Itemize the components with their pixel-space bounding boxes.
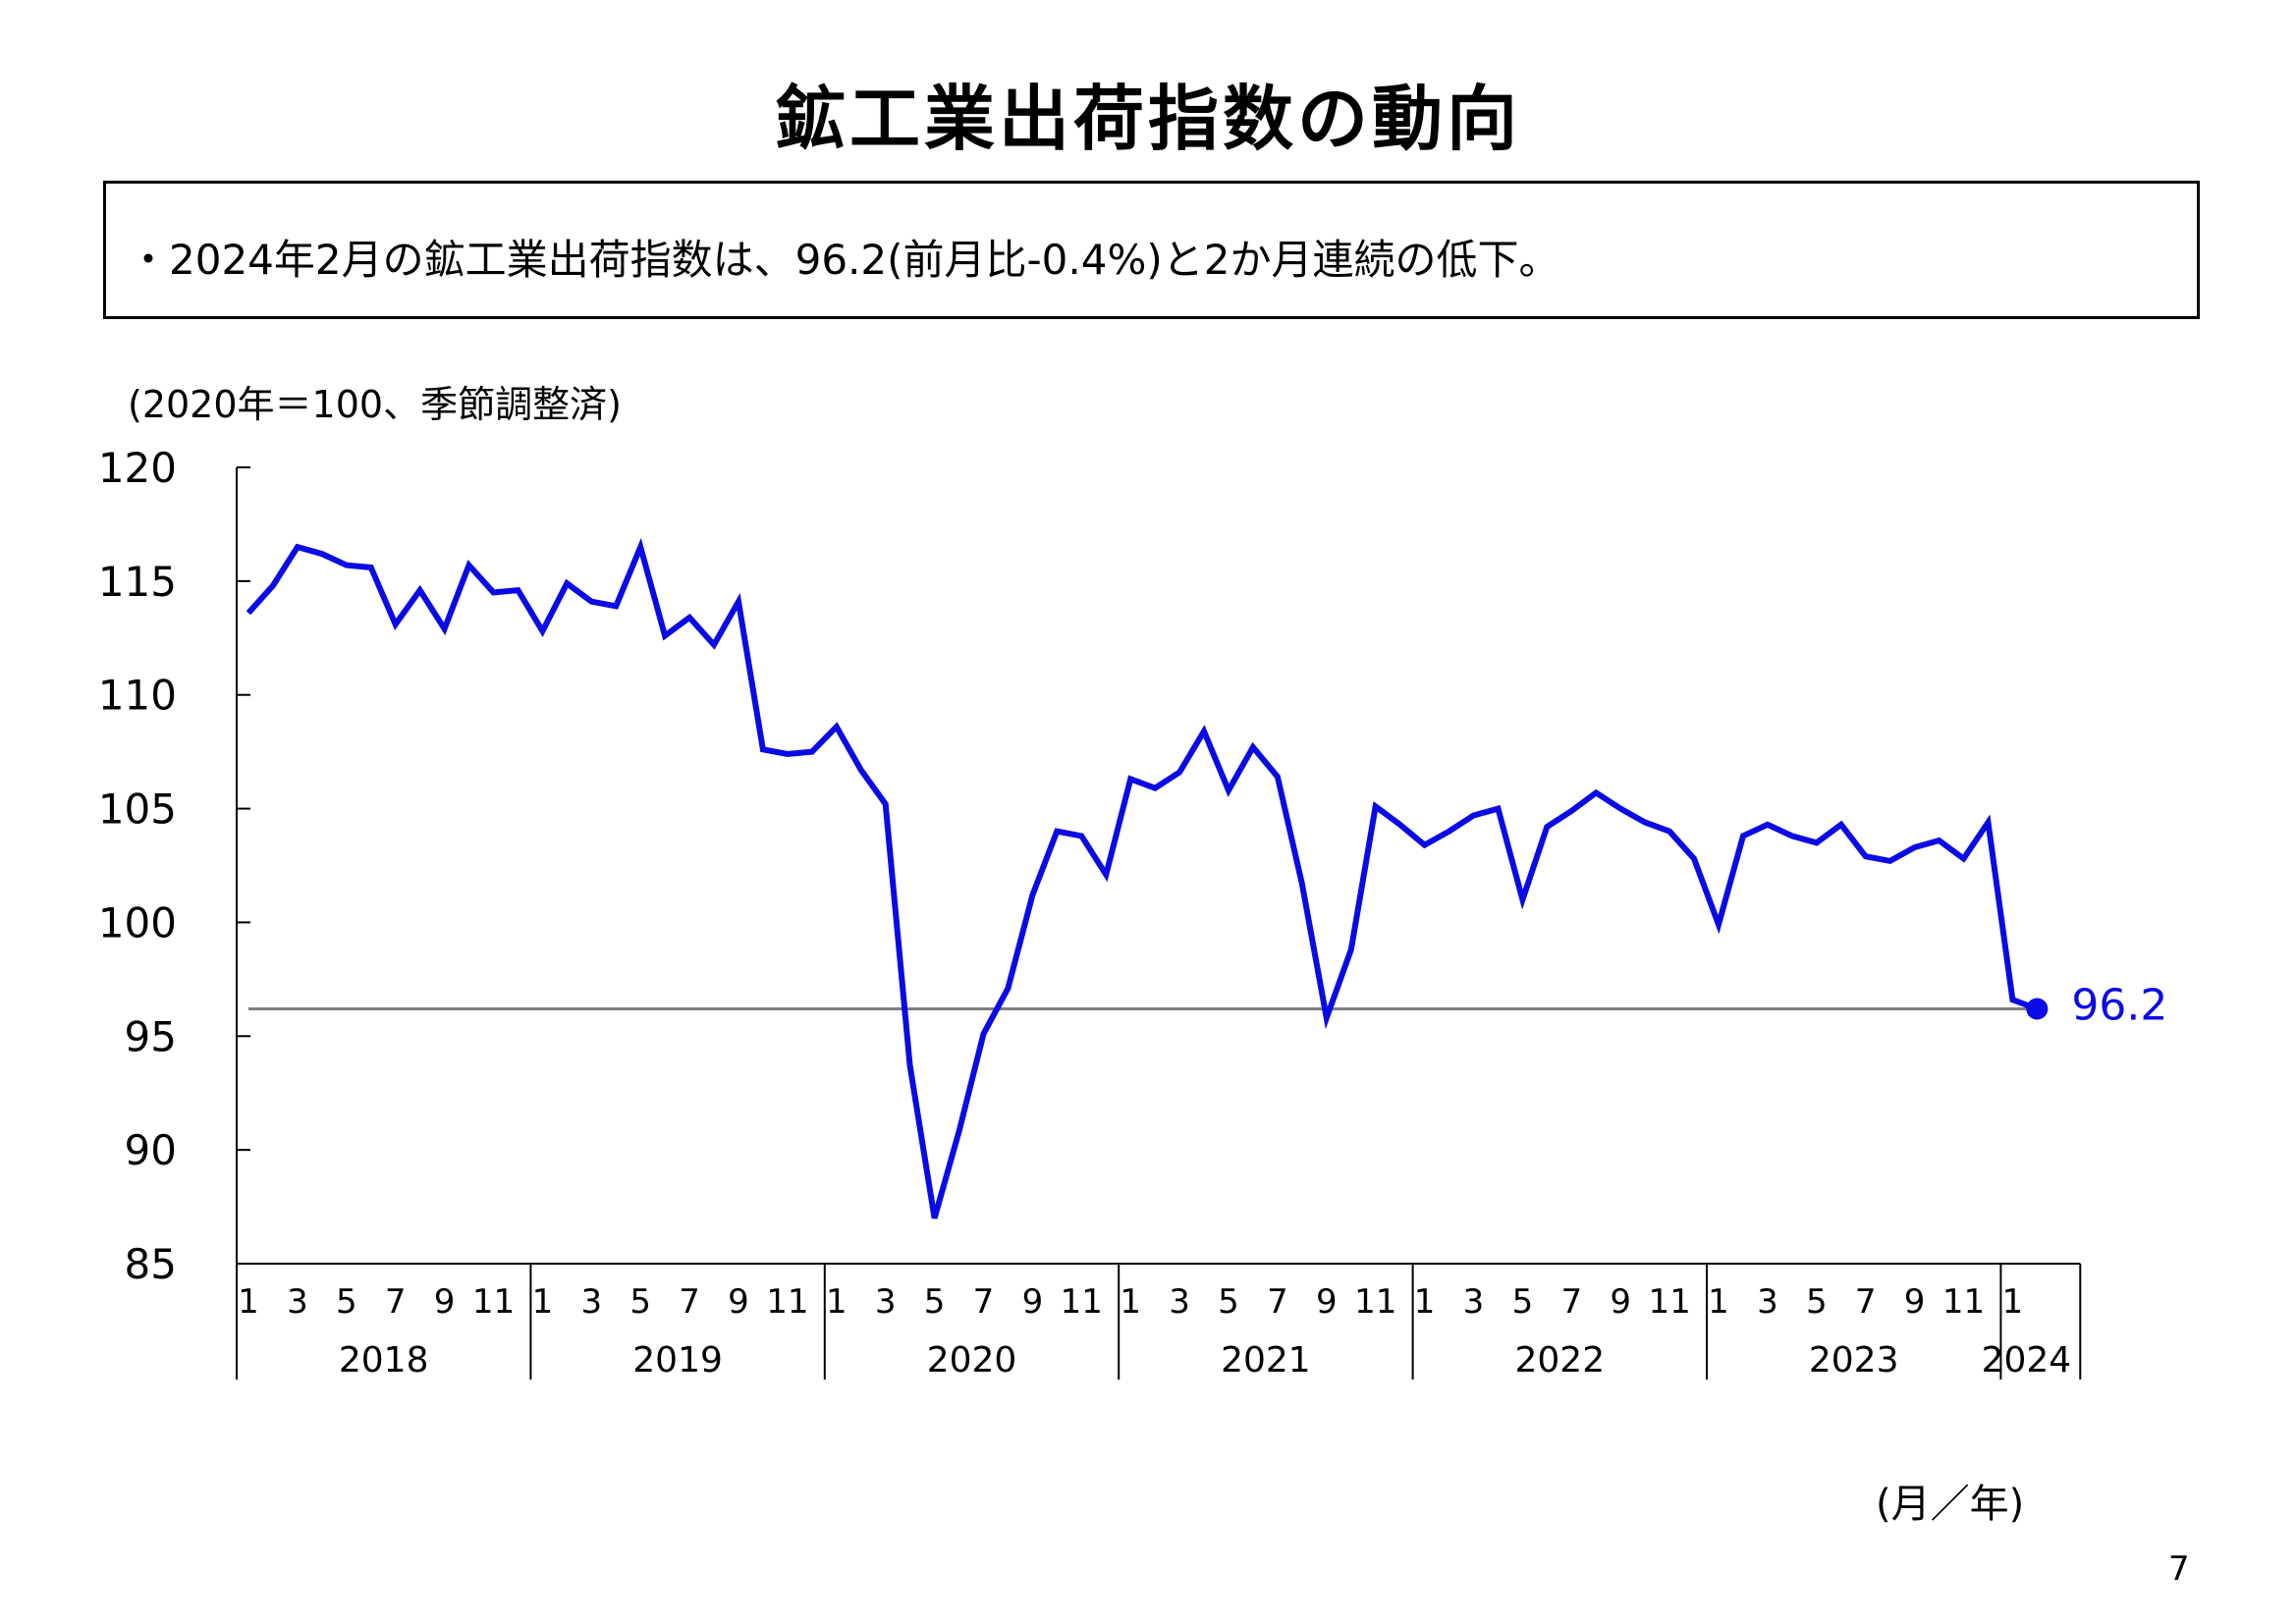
month-tick-label: 5 — [629, 1282, 651, 1322]
month-tick-label: 5 — [1512, 1282, 1534, 1322]
month-tick-label: 1 — [1708, 1282, 1729, 1322]
month-tick-label: 3 — [875, 1282, 897, 1322]
month-tick-label: 7 — [1560, 1282, 1582, 1322]
month-tick-label: 3 — [1757, 1282, 1778, 1322]
series-line — [246, 537, 2039, 1219]
page-title: 鉱工業出荷指数の動向 — [774, 78, 1521, 160]
month-tick-label: 9 — [1610, 1282, 1631, 1322]
y-tick-label: 120 — [98, 444, 177, 492]
month-tick-label: 11 — [1354, 1282, 1396, 1322]
month-tick-label: 7 — [679, 1282, 700, 1322]
month-tick-label: 5 — [924, 1282, 946, 1322]
y-tick-label: 110 — [98, 672, 177, 720]
month-tick-label: 1 — [532, 1282, 554, 1322]
month-tick-label: 1 — [1120, 1282, 1141, 1322]
y-tick-label: 95 — [125, 1012, 177, 1060]
month-tick-label: 3 — [1169, 1282, 1190, 1322]
month-tick-label: 5 — [336, 1282, 357, 1322]
month-tick-label: 3 — [287, 1282, 308, 1322]
month-tick-label: 9 — [728, 1282, 749, 1322]
month-tick-label: 7 — [1267, 1282, 1288, 1322]
month-tick-label: 11 — [472, 1282, 515, 1322]
latest-data-point — [2026, 998, 2049, 1020]
month-tick-label: 11 — [1942, 1282, 1985, 1322]
month-tick-label: 9 — [434, 1282, 456, 1322]
month-tick-label: 7 — [385, 1282, 407, 1322]
summary-text: ・2024年2月の鉱工業出荷指数は、96.2(前月比-0.4%)と2か月連続の低… — [128, 236, 1560, 284]
x-axis-label: (月／年) — [1876, 1482, 2024, 1527]
y-tick-label: 105 — [98, 785, 177, 834]
month-tick-label: 3 — [1463, 1282, 1485, 1322]
year-label: 2022 — [1514, 1340, 1605, 1380]
unit-label: (2020年＝100、季節調整済) — [128, 383, 622, 426]
month-tick-label: 1 — [238, 1282, 259, 1322]
year-label: 2020 — [927, 1340, 1017, 1380]
month-tick-label: 3 — [580, 1282, 602, 1322]
y-axis-ticks: 85 90 95 100 105 110 115 120 — [98, 444, 250, 1288]
year-label: 2023 — [1809, 1340, 1899, 1380]
y-tick-label: 85 — [125, 1240, 177, 1288]
y-tick-label: 115 — [98, 558, 177, 606]
year-label: 2024 — [1982, 1340, 2072, 1380]
month-tick-label: 1 — [826, 1282, 847, 1322]
year-label: 2021 — [1221, 1340, 1311, 1380]
year-label: 2018 — [339, 1340, 429, 1380]
month-tick-label: 5 — [1806, 1282, 1828, 1322]
month-tick-label: 1 — [1414, 1282, 1436, 1322]
year-label: 2019 — [632, 1340, 723, 1380]
axes — [236, 467, 2081, 1265]
month-tick-label: 11 — [766, 1282, 808, 1322]
month-tick-label: 11 — [1648, 1282, 1690, 1322]
month-tick-label: 7 — [973, 1282, 995, 1322]
y-tick-label: 90 — [125, 1126, 177, 1174]
y-tick-label: 100 — [98, 898, 177, 947]
month-tick-label: 9 — [1316, 1282, 1338, 1322]
month-tick-label: 9 — [1904, 1282, 1926, 1322]
latest-value-label: 96.2 — [2071, 980, 2167, 1030]
month-tick-label: 9 — [1022, 1282, 1044, 1322]
month-tick-label: 1 — [2002, 1282, 2024, 1322]
month-tick-label: 7 — [1855, 1282, 1877, 1322]
page-number: 7 — [2168, 1549, 2190, 1589]
month-tick-label: 5 — [1218, 1282, 1239, 1322]
month-tick-label: 11 — [1061, 1282, 1103, 1322]
summary-box: ・2024年2月の鉱工業出荷指数は、96.2(前月比-0.4%)と2か月連続の低… — [103, 181, 2200, 319]
